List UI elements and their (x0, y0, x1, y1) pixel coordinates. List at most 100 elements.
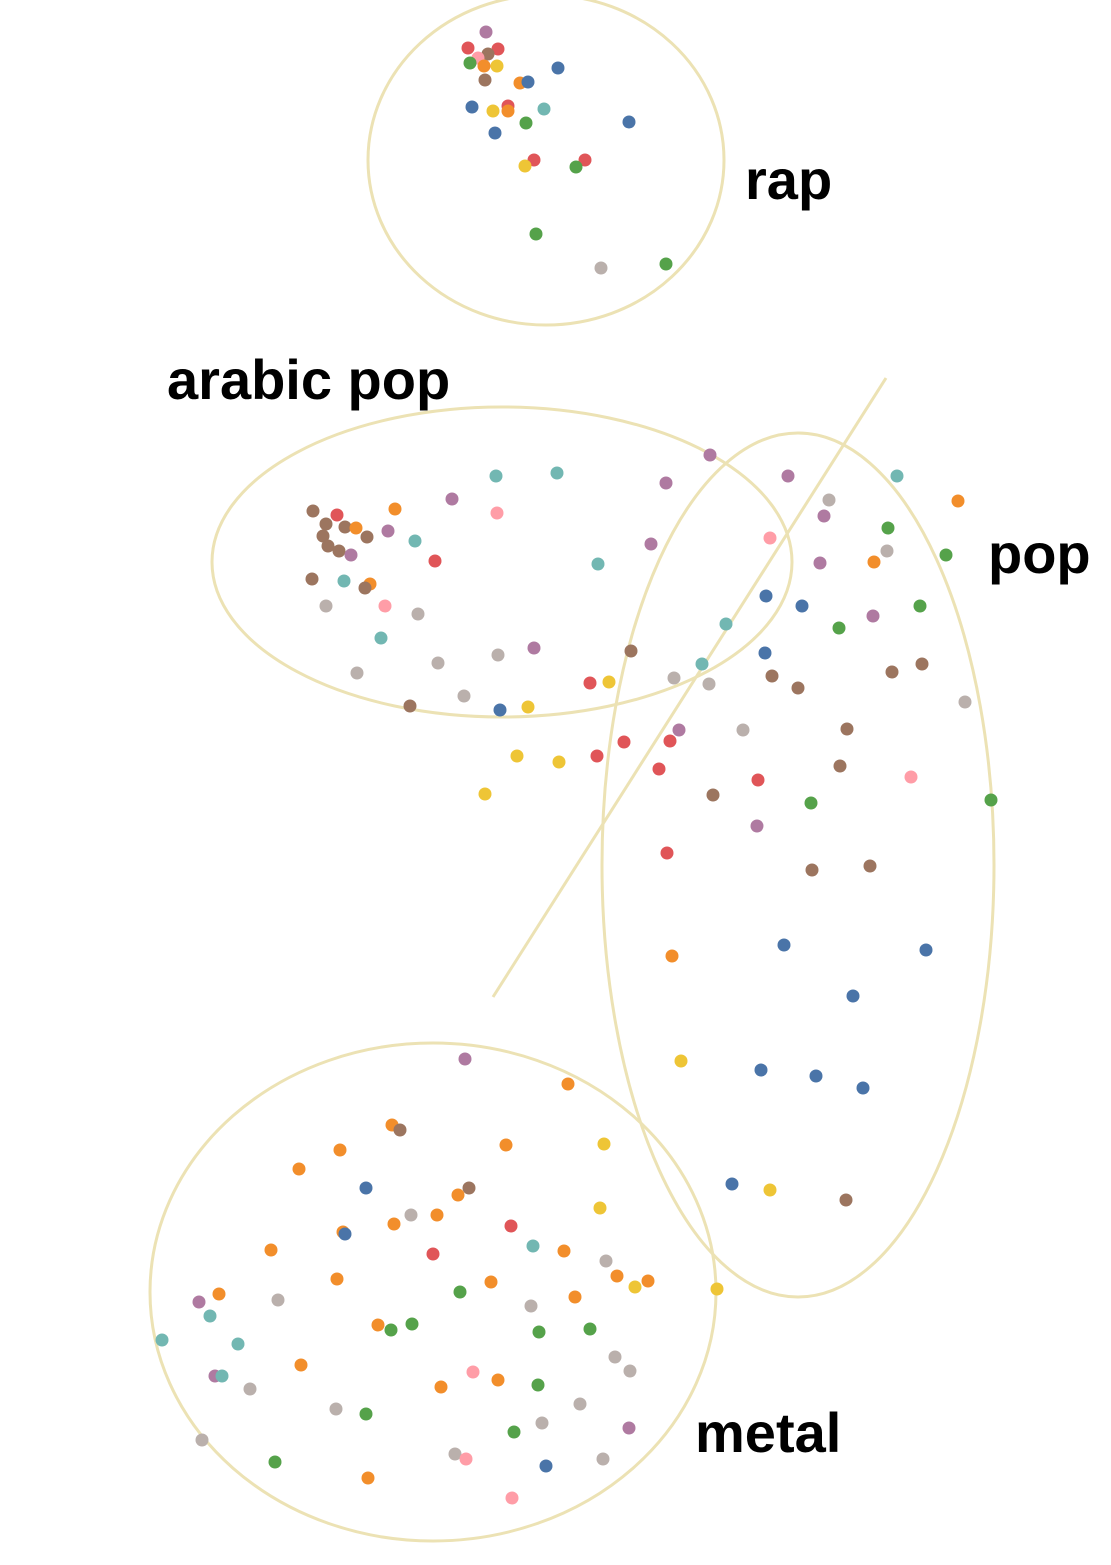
data-point (813, 556, 827, 570)
data-point (306, 504, 320, 518)
data-point (481, 47, 495, 61)
data-point (321, 539, 335, 553)
data-point (499, 1138, 513, 1152)
data-point (479, 25, 493, 39)
data-point (583, 676, 597, 690)
data-point (557, 1244, 571, 1258)
data-point (243, 1382, 257, 1396)
data-point (491, 648, 505, 662)
data-point (319, 517, 333, 531)
data-point (880, 544, 894, 558)
data-point (590, 749, 604, 763)
data-point (337, 574, 351, 588)
data-point (765, 669, 779, 683)
data-point (840, 722, 854, 736)
data-point (294, 1358, 308, 1372)
data-point (537, 102, 551, 116)
data-point (384, 1323, 398, 1337)
data-point (751, 773, 765, 787)
data-point (271, 1293, 285, 1307)
data-point (215, 1369, 229, 1383)
data-point (832, 621, 846, 635)
pop-separator-line (491, 377, 888, 998)
data-point (594, 261, 608, 275)
data-point (411, 607, 425, 621)
data-point (569, 160, 583, 174)
data-point (491, 42, 505, 56)
data-point (358, 581, 372, 595)
data-point (361, 1471, 375, 1485)
data-point (510, 749, 524, 763)
data-point (192, 1295, 206, 1309)
cluster-labels: rap arabic pop pop metal (167, 148, 1091, 1464)
data-point (919, 943, 933, 957)
data-point (885, 665, 899, 679)
data-point (881, 521, 895, 535)
data-point (750, 819, 764, 833)
pop-cluster-outline (600, 431, 996, 1299)
data-point (195, 1433, 209, 1447)
data-point (532, 1325, 546, 1339)
data-point (521, 700, 535, 714)
data-point (856, 1081, 870, 1095)
data-point (736, 723, 750, 737)
pop-label: pop (988, 522, 1091, 585)
data-point (659, 257, 673, 271)
data-point (453, 1285, 467, 1299)
data-point (628, 1280, 642, 1294)
data-point (583, 1322, 597, 1336)
data-point (462, 1181, 476, 1195)
data-point (608, 1350, 622, 1364)
data-point (804, 796, 818, 810)
data-point (338, 520, 352, 534)
data-point (551, 61, 565, 75)
data-point (710, 1282, 724, 1296)
data-point (833, 759, 847, 773)
data-point (493, 703, 507, 717)
data-point (359, 1407, 373, 1421)
data-point (846, 989, 860, 1003)
data-point (381, 524, 395, 538)
data-point (330, 1272, 344, 1286)
data-point (332, 544, 346, 558)
data-point (539, 1459, 553, 1473)
data-point (371, 1318, 385, 1332)
data-point (867, 555, 881, 569)
data-point (550, 466, 564, 480)
data-point (431, 656, 445, 670)
data-point (754, 1063, 768, 1077)
data-point (863, 859, 877, 873)
data-point (155, 1333, 169, 1347)
data-point (805, 863, 819, 877)
data-point (488, 126, 502, 140)
data-point (458, 1052, 472, 1066)
data-point (465, 100, 479, 114)
data-point (518, 159, 532, 173)
data-point (527, 641, 541, 655)
data-point (672, 723, 686, 737)
arabic-pop-cluster-outline (210, 405, 794, 719)
data-point (597, 1137, 611, 1151)
cluster-annotations (148, 0, 996, 1543)
data-point (489, 469, 503, 483)
data-point (602, 675, 616, 689)
data-point (463, 56, 477, 70)
data-point (596, 1452, 610, 1466)
data-point (552, 755, 566, 769)
data-point (573, 1397, 587, 1411)
data-point (526, 1239, 540, 1253)
data-point (725, 1177, 739, 1191)
data-point (795, 599, 809, 613)
data-point (599, 1254, 613, 1268)
data-point (529, 227, 543, 241)
data-point (777, 938, 791, 952)
data-point (405, 1317, 419, 1331)
data-point (490, 506, 504, 520)
data-point (203, 1309, 217, 1323)
data-point (338, 1227, 352, 1241)
data-point (504, 1219, 518, 1233)
data-point (561, 1077, 575, 1091)
data-point (292, 1162, 306, 1176)
data-point (659, 476, 673, 490)
